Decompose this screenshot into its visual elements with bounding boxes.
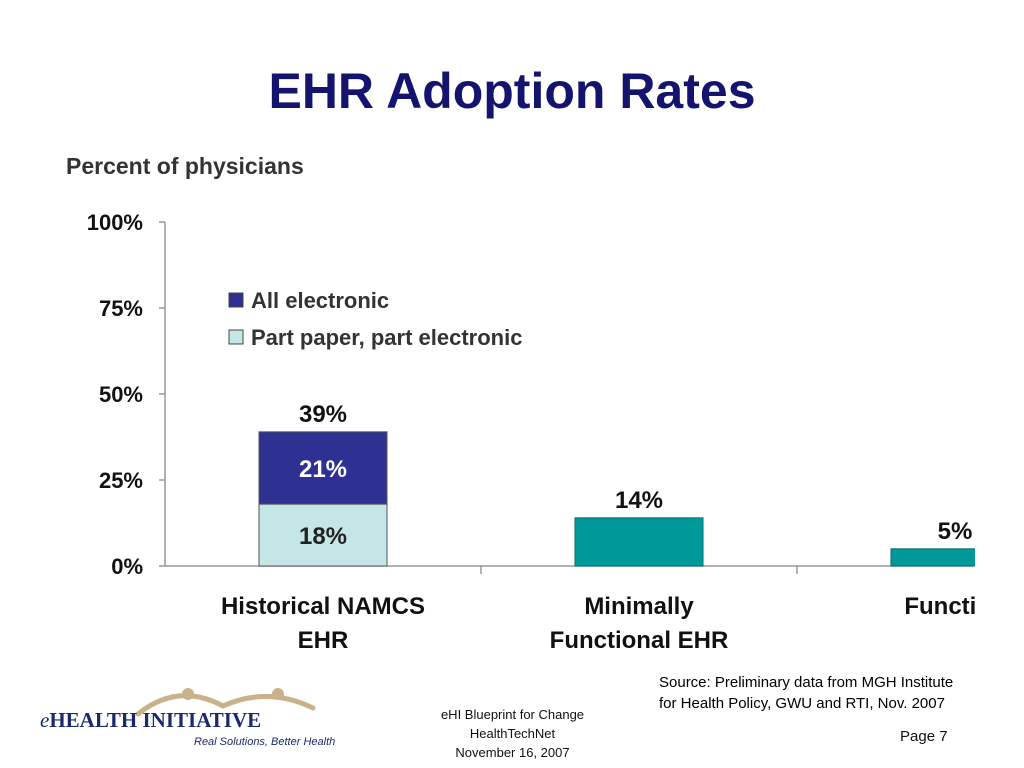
x-category-label: EHR	[298, 627, 349, 654]
y-tick-label: 100%	[87, 210, 143, 235]
adoption-bar-chart: Percent of physicians 0% 25% 50% 75% 100% 18% 2…	[66, 153, 1024, 660]
y-tick-label: 75%	[99, 296, 143, 321]
y-tick-label: 50%	[99, 382, 143, 407]
bar-total-label: 14%	[615, 487, 663, 514]
legend-swatch	[228, 329, 244, 345]
bar-part-paper	[258, 503, 388, 567]
bar-all-electronic	[258, 431, 388, 505]
footer-line-2: HealthTechNet	[469, 726, 556, 741]
y-tick-label: 25%	[99, 468, 143, 493]
y-tick-label: 0%	[111, 554, 143, 579]
figures-logo-icon	[135, 688, 316, 717]
page-number: Page 7	[900, 728, 948, 745]
logo-name: eHEALTH INITIATIVE	[40, 708, 261, 733]
source-note-line-2: for Health Policy, GWU and RTI, Nov. 200…	[659, 695, 945, 712]
legend-label: Part paper, part electronic	[251, 325, 522, 350]
logo-tagline: Real Solutions, Better Health	[194, 736, 336, 748]
legend-swatch	[228, 292, 244, 308]
legend-label: All electronic	[251, 288, 389, 313]
chart-title: Percent of physicians	[66, 153, 304, 179]
ehealth-initiative-logo: eHEALTH INITIATIVE Real Solutions, Bette…	[38, 688, 338, 758]
logo-prefix: e	[40, 708, 50, 732]
bar-total-label: 5%	[938, 518, 973, 545]
x-category-label: Minimally	[584, 593, 694, 620]
slide-title: EHR Adoption Rates	[268, 63, 756, 119]
bar-label-part-paper: 18%	[299, 523, 347, 550]
chart-clip-mask	[975, 480, 1024, 660]
bar-functional	[574, 517, 704, 567]
footer-center: eHI Blueprint for Change HealthTechNet N…	[420, 705, 605, 762]
bar-total-label: 39%	[299, 401, 347, 428]
footer-line-3: November 16, 2007	[455, 745, 570, 760]
bar-label-all-electronic: 21%	[299, 456, 347, 483]
footer-line-1: eHI Blueprint for Change	[440, 707, 585, 722]
logo-name-text: HEALTH INITIATIVE	[49, 708, 262, 732]
source-note-line-1: Source: Preliminary data from MGH Instit…	[659, 674, 954, 691]
x-category-label: Functional EHR	[550, 627, 729, 654]
x-category-label: Historical NAMCS	[221, 593, 425, 620]
source-note: Source: Preliminary data from MGH Instit…	[659, 672, 1009, 714]
